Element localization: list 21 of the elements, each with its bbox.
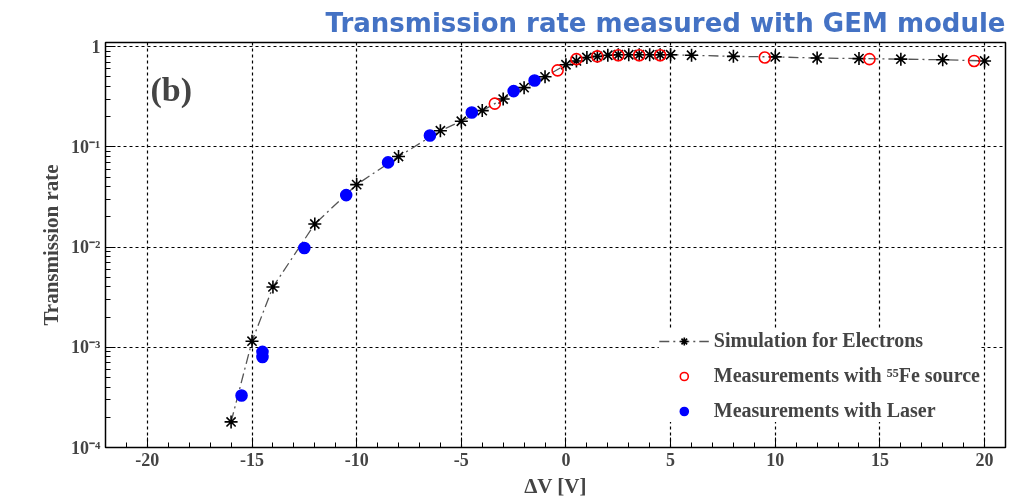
x-tick-label: -15	[240, 449, 265, 470]
y-axis-title: Transmission rate	[39, 164, 64, 326]
annotation: (b)	[150, 70, 193, 109]
x-tick-label: -20	[135, 449, 160, 470]
y-tick-label: 10⁻¹	[71, 136, 101, 157]
y-tick-label: 1	[91, 36, 101, 57]
x-tick-label: -10	[344, 449, 369, 470]
x-tick-label: 10	[766, 449, 785, 470]
y-tick-label: 10⁻⁴	[71, 437, 102, 458]
y-tick-label: 10⁻³	[71, 337, 102, 358]
chart-title: Transmission rate measured with GEM module	[325, 7, 1006, 38]
legend-label: Simulation for Electrons	[713, 329, 924, 352]
x-tick-label: 20	[975, 449, 994, 470]
legend-label: Measurements with Laser	[713, 399, 936, 422]
x-tick-label: -5	[453, 449, 469, 470]
y-tick-label: 10⁻²	[71, 237, 101, 258]
x-tick-label: 5	[666, 449, 676, 470]
x-tick-label: 15	[870, 449, 889, 470]
x-tick-label: 0	[561, 449, 571, 470]
x-axis-title: ΔV [V]	[524, 473, 587, 498]
legend-label: Measurements with ⁵⁵Fe source	[713, 364, 980, 387]
